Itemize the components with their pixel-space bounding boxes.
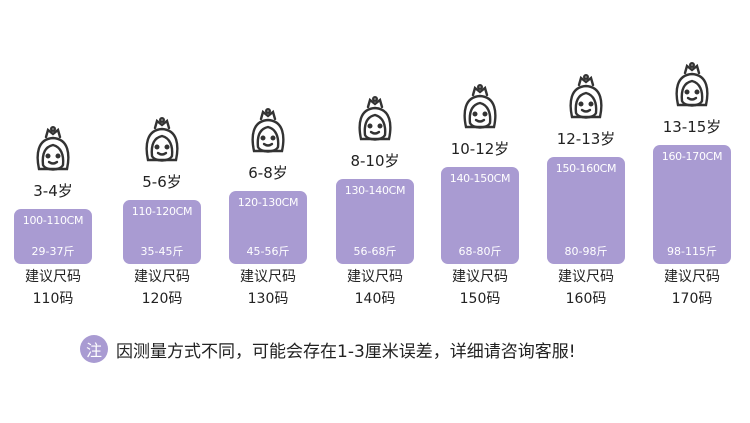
weight-range: 35-45斤 bbox=[140, 245, 184, 258]
height-range: 160-170CM bbox=[661, 150, 723, 163]
weight-range: 98-115斤 bbox=[667, 245, 717, 258]
size-box: 120-130CM 45-56斤 bbox=[229, 191, 307, 264]
size-column: 10-12岁 140-150CM 68-80斤 建议尺码 150码 bbox=[440, 0, 520, 423]
suggest-label: 建议尺码 bbox=[240, 269, 296, 285]
suggest-label: 建议尺码 bbox=[452, 269, 508, 285]
weight-range: 56-68斤 bbox=[353, 245, 397, 258]
girl-face-icon bbox=[248, 107, 288, 159]
size-column: 6-8岁 120-130CM 45-56斤 建议尺码 130码 bbox=[228, 0, 308, 423]
note: 注 因测量方式不同，可能会存在1-3厘米误差，详细请咨询客服! bbox=[80, 335, 576, 363]
suggest-label: 建议尺码 bbox=[25, 269, 81, 285]
size-box: 160-170CM 98-115斤 bbox=[653, 145, 731, 264]
weight-range: 29-37斤 bbox=[31, 245, 75, 258]
age-label: 5-6岁 bbox=[142, 173, 182, 191]
height-range: 130-140CM bbox=[344, 184, 406, 197]
girl-face-icon bbox=[142, 116, 182, 168]
suggest-label: 建议尺码 bbox=[134, 269, 190, 285]
height-range: 150-160CM bbox=[555, 162, 617, 175]
suggest-label: 建议尺码 bbox=[558, 269, 614, 285]
size-column: 8-10岁 130-140CM 56-68斤 建议尺码 140码 bbox=[335, 0, 415, 423]
weight-range: 68-80斤 bbox=[458, 245, 502, 258]
weight-range: 45-56斤 bbox=[246, 245, 290, 258]
height-range: 100-110CM bbox=[22, 214, 84, 227]
age-label: 3-4岁 bbox=[33, 182, 73, 200]
girl-face-icon bbox=[672, 61, 712, 113]
girl-face-icon bbox=[355, 95, 395, 147]
age-label: 8-10岁 bbox=[350, 152, 400, 170]
suggest-label: 建议尺码 bbox=[347, 269, 403, 285]
size-column: 12-13岁 150-160CM 80-98斤 建议尺码 160码 bbox=[546, 0, 626, 423]
girl-face-icon bbox=[566, 73, 606, 125]
height-range: 110-120CM bbox=[131, 205, 193, 218]
height-range: 140-150CM bbox=[449, 172, 511, 185]
size-box: 150-160CM 80-98斤 bbox=[547, 157, 625, 264]
size-box: 130-140CM 56-68斤 bbox=[336, 179, 414, 264]
size-value: 140码 bbox=[354, 291, 396, 307]
size-column: 5-6岁 110-120CM 35-45斤 建议尺码 120码 bbox=[122, 0, 202, 423]
age-label: 12-13岁 bbox=[556, 130, 616, 148]
weight-range: 80-98斤 bbox=[564, 245, 608, 258]
size-column: 3-4岁 100-110CM 29-37斤 建议尺码 110码 bbox=[13, 0, 93, 423]
girl-face-icon bbox=[460, 83, 500, 135]
size-value: 160码 bbox=[565, 291, 607, 307]
age-label: 10-12岁 bbox=[450, 140, 510, 158]
girl-face-icon bbox=[33, 125, 73, 177]
size-box: 140-150CM 68-80斤 bbox=[441, 167, 519, 264]
height-range: 120-130CM bbox=[237, 196, 299, 209]
note-badge: 注 bbox=[80, 335, 108, 363]
age-label: 6-8岁 bbox=[248, 164, 288, 182]
size-value: 120码 bbox=[141, 291, 183, 307]
size-box: 110-120CM 35-45斤 bbox=[123, 200, 201, 264]
size-value: 170码 bbox=[671, 291, 713, 307]
suggest-label: 建议尺码 bbox=[664, 269, 720, 285]
size-value: 130码 bbox=[247, 291, 289, 307]
size-box: 100-110CM 29-37斤 bbox=[14, 209, 92, 264]
age-label: 13-15岁 bbox=[662, 118, 722, 136]
note-text: 因测量方式不同，可能会存在1-3厘米误差，详细请咨询客服! bbox=[116, 341, 576, 362]
size-column: 13-15岁 160-170CM 98-115斤 建议尺码 170码 bbox=[652, 0, 732, 423]
size-value: 150码 bbox=[459, 291, 501, 307]
size-value: 110码 bbox=[32, 291, 74, 307]
